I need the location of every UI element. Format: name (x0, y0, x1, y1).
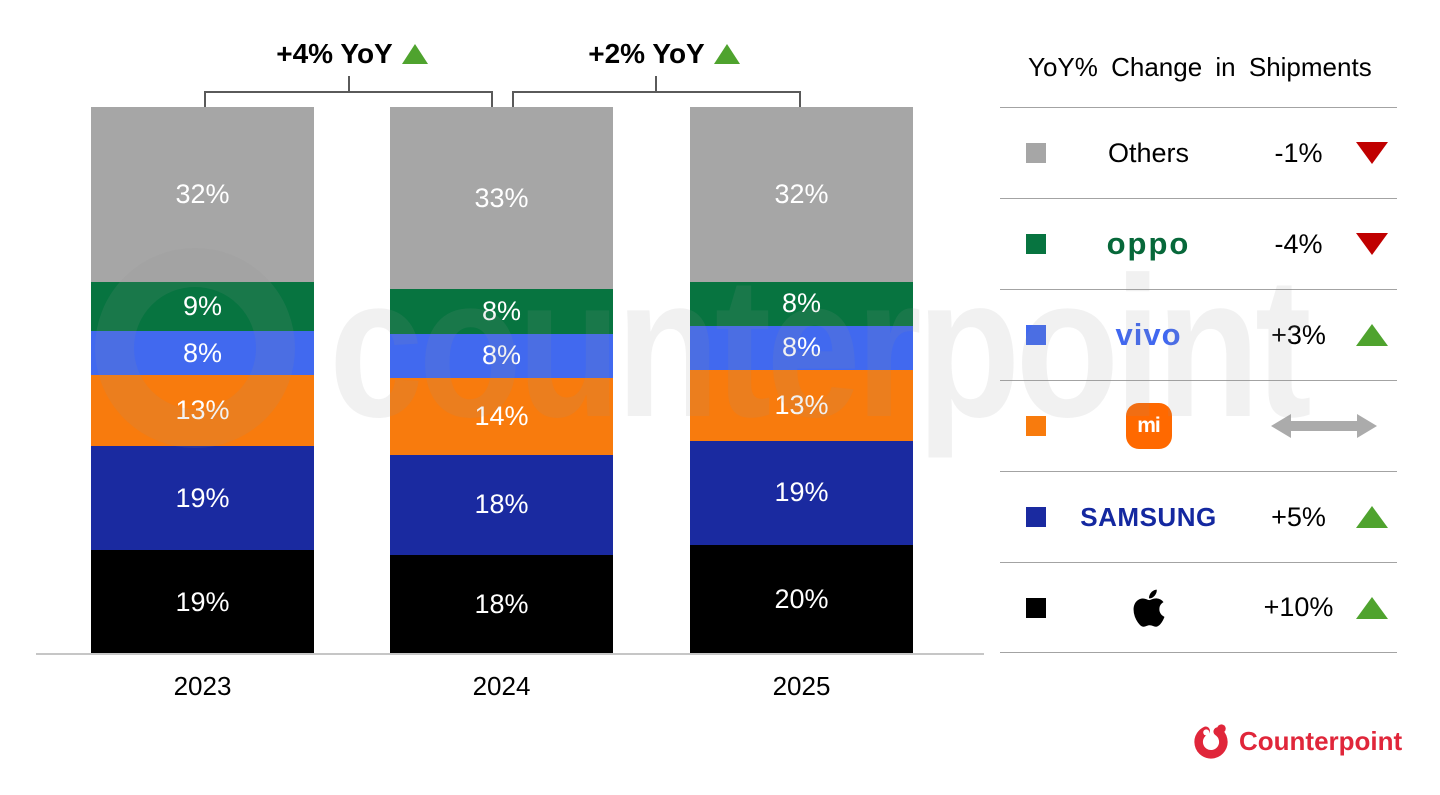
bar-segment-apple: 19% (91, 550, 314, 655)
segment-label: 9% (182, 291, 223, 322)
oppo-logo: oppo (1106, 226, 1191, 261)
up-triangle-icon (1355, 506, 1388, 528)
bar-segment-apple: 18% (390, 554, 613, 654)
segment-label: 8% (481, 295, 522, 326)
legend-swatch (1026, 597, 1046, 618)
up-triangle-icon (1355, 596, 1388, 619)
bar-segment-vivo: 8% (690, 325, 913, 370)
bar-segment-others: 32% (690, 107, 913, 283)
legend-swatch (1026, 416, 1046, 436)
segment-label: 19% (175, 482, 230, 513)
up-triangle-icon (1355, 324, 1388, 346)
segment-label: 20% (774, 583, 829, 614)
bar-segment-samsung: 19% (690, 440, 913, 545)
no-change-arrow-icon (1251, 414, 1397, 438)
counterpoint-logo-icon (1194, 724, 1228, 759)
segment-label: 19% (774, 477, 829, 508)
legend-swatch (1026, 325, 1046, 345)
segment-label: 14% (474, 400, 529, 431)
others-label: Others (1107, 137, 1190, 168)
legend-row-others: Others -1% (1000, 107, 1397, 198)
legend-row-oppo: oppo -4% (1000, 198, 1397, 289)
bar-segment-samsung: 19% (91, 446, 314, 551)
bar-segment-xiaomi: 13% (91, 375, 314, 447)
bar-segment-samsung: 18% (390, 455, 613, 555)
yoy-annotation-2023-2024: +4% YoY (242, 38, 462, 70)
bar-segment-vivo: 8% (91, 331, 314, 376)
bar-segment-others: 32% (91, 107, 314, 283)
segment-label: 8% (781, 288, 822, 319)
bracket-line (204, 91, 493, 93)
legend-panel: Others -1% oppo -4% vivo +3% mi SAMSUNG (1000, 107, 1397, 653)
bracket-tick (204, 91, 206, 107)
legend-row-apple: +10% (1000, 562, 1397, 653)
bracket-tick (348, 76, 350, 91)
yoy-annotation-2024-2025: +2% YoY (554, 38, 774, 70)
x-axis-label-2023: 2023 (173, 671, 232, 701)
legend-row-vivo: vivo +3% (1000, 289, 1397, 380)
x-axis-label-2025: 2025 (772, 671, 831, 701)
counterpoint-wordmark: Counterpoint (1239, 725, 1403, 756)
yoy-annotation-label: +2% YoY (588, 38, 705, 69)
change-value: +10% (1263, 592, 1334, 622)
samsung-logo: SAMSUNG (1080, 501, 1217, 532)
bracket-tick (655, 76, 657, 91)
segment-label: 13% (774, 389, 829, 420)
change-value: +5% (1271, 501, 1326, 532)
bracket-tick (491, 91, 493, 107)
bar-segment-others: 33% (390, 107, 613, 290)
apple-logo-icon (1133, 589, 1164, 627)
bar-segment-oppo: 8% (390, 289, 613, 334)
up-triangle-icon (401, 44, 428, 64)
legend-swatch (1026, 507, 1046, 527)
bar-segment-oppo: 8% (690, 282, 913, 326)
segment-label: 18% (474, 489, 529, 520)
down-triangle-icon (1355, 142, 1388, 164)
up-triangle-icon (713, 44, 740, 64)
bar-segment-oppo: 9% (91, 282, 314, 332)
bar-2023: 32% 9% 8% 13% 19% 19% (91, 107, 314, 655)
bracket-tick (512, 91, 514, 107)
segment-label: 8% (481, 340, 522, 371)
change-value: -4% (1274, 228, 1323, 259)
legend-row-samsung: SAMSUNG +5% (1000, 471, 1397, 562)
yoy-annotation-label: +4% YoY (276, 38, 393, 69)
counterpoint-brand: Counterpoint (1192, 722, 1402, 760)
change-value: -1% (1274, 137, 1323, 168)
xiaomi-logo-text: mi (1137, 414, 1160, 437)
segment-label: 13% (175, 395, 230, 426)
legend-swatch (1026, 143, 1046, 163)
xiaomi-logo: mi (1125, 403, 1172, 449)
bar-2024: 33% 8% 8% 14% 18% 18% (390, 107, 613, 654)
down-triangle-icon (1355, 233, 1388, 255)
bracket-tick (799, 91, 801, 107)
segment-label: 18% (474, 588, 529, 619)
segment-label: 33% (474, 182, 529, 213)
x-axis-line (36, 653, 984, 655)
segment-label: 19% (175, 586, 230, 617)
legend-row-xiaomi: mi (1000, 380, 1397, 471)
bar-segment-vivo: 8% (390, 333, 613, 378)
bar-2025: 32% 8% 8% 13% 19% 20% (690, 107, 913, 655)
vivo-logo: vivo (1115, 317, 1182, 352)
bar-segment-apple: 20% (690, 544, 913, 655)
legend-title: YoY% Change in Shipments (1028, 52, 1372, 82)
bar-segment-xiaomi: 14% (390, 377, 613, 456)
segment-label: 32% (774, 179, 829, 210)
legend-swatch (1026, 234, 1046, 254)
segment-label: 32% (175, 179, 230, 210)
x-axis-label-2024: 2024 (472, 671, 531, 701)
change-value: +3% (1271, 319, 1326, 350)
bracket-line (512, 91, 801, 93)
segment-label: 8% (182, 337, 223, 368)
segment-label: 8% (781, 332, 822, 363)
bar-segment-xiaomi: 13% (690, 369, 913, 441)
